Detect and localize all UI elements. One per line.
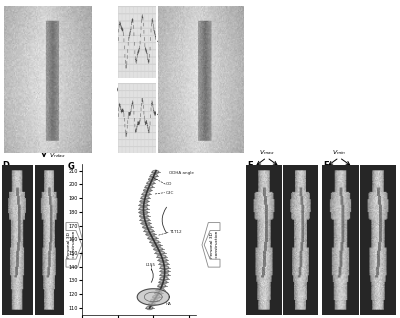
Text: $V_{relax}$: $V_{relax}$ <box>49 151 66 160</box>
Text: G: G <box>68 162 75 171</box>
Polygon shape <box>148 303 155 306</box>
Polygon shape <box>154 247 163 251</box>
Polygon shape <box>140 200 148 203</box>
Polygon shape <box>153 295 160 299</box>
Text: $V_{max}$: $V_{max}$ <box>259 149 275 157</box>
Polygon shape <box>152 170 159 174</box>
Polygon shape <box>66 223 84 267</box>
Text: L1S5: L1S5 <box>146 263 156 267</box>
Polygon shape <box>146 233 155 236</box>
Polygon shape <box>155 292 162 295</box>
Polygon shape <box>148 237 157 240</box>
Polygon shape <box>140 211 148 214</box>
Text: C: C <box>117 86 123 95</box>
Polygon shape <box>150 240 159 244</box>
Polygon shape <box>158 284 166 287</box>
Text: B: B <box>117 10 123 18</box>
Polygon shape <box>149 178 156 181</box>
Polygon shape <box>146 306 153 310</box>
Polygon shape <box>143 225 152 229</box>
Text: $V_{max}$: $V_{max}$ <box>182 8 200 18</box>
Text: T1T12: T1T12 <box>169 231 182 234</box>
Polygon shape <box>140 214 148 218</box>
Polygon shape <box>202 223 220 267</box>
Polygon shape <box>160 266 169 269</box>
Polygon shape <box>152 244 161 247</box>
Polygon shape <box>140 204 148 207</box>
Text: Personal 3D
reconstruction: Personal 3D reconstruction <box>210 229 219 260</box>
Polygon shape <box>140 218 149 221</box>
Text: $V_{min}$: $V_{min}$ <box>332 149 346 157</box>
Text: A: A <box>5 10 12 18</box>
Polygon shape <box>141 196 149 199</box>
Text: HA: HA <box>166 302 172 306</box>
Polygon shape <box>156 288 164 291</box>
Polygon shape <box>160 277 168 280</box>
Text: D: D <box>2 161 9 169</box>
Text: $V_{min}$: $V_{min}$ <box>182 84 198 94</box>
Text: ODHA angle: ODHA angle <box>169 171 194 176</box>
Polygon shape <box>145 185 153 188</box>
Text: C3C: C3C <box>166 190 174 195</box>
Polygon shape <box>147 181 154 185</box>
Polygon shape <box>159 259 167 262</box>
Polygon shape <box>139 207 148 211</box>
Polygon shape <box>156 251 164 254</box>
Polygon shape <box>144 189 152 192</box>
Polygon shape <box>142 192 150 196</box>
Polygon shape <box>159 280 167 284</box>
Polygon shape <box>150 174 158 177</box>
Polygon shape <box>137 289 169 305</box>
Polygon shape <box>157 255 166 258</box>
Text: Personal 3D
reconstruction: Personal 3D reconstruction <box>67 229 76 260</box>
Polygon shape <box>144 229 153 232</box>
Polygon shape <box>161 270 169 273</box>
Polygon shape <box>142 222 150 225</box>
Polygon shape <box>160 262 168 266</box>
Text: OD: OD <box>166 182 172 186</box>
Polygon shape <box>151 299 158 302</box>
Text: E: E <box>247 161 252 169</box>
Polygon shape <box>160 273 169 277</box>
Text: F: F <box>323 161 328 169</box>
